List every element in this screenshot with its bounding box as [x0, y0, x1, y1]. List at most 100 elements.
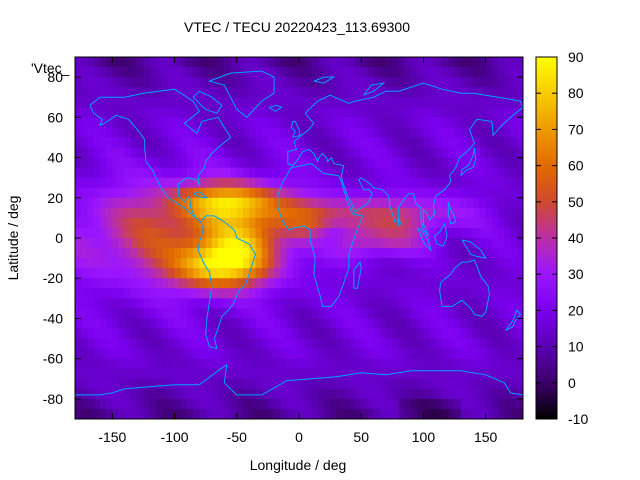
heatmap-cell [211, 117, 219, 128]
heatmap-cell [112, 268, 119, 279]
heatmap-cell [286, 117, 294, 128]
heatmap-cell [168, 137, 175, 148]
heatmap-cell [112, 77, 119, 88]
heatmap-cell [261, 408, 269, 420]
heatmap-cell [93, 298, 101, 309]
heatmap-cell [311, 67, 319, 78]
heatmap-cell [292, 97, 300, 108]
heatmap-cell [255, 97, 263, 108]
heatmap-cell [137, 197, 144, 209]
heatmap-cell [75, 398, 82, 410]
heatmap-cell [305, 57, 312, 68]
heatmap-cell [417, 278, 424, 289]
heatmap-cell [305, 77, 312, 88]
heatmap-cell [491, 137, 499, 148]
heatmap-cell [435, 67, 443, 78]
heatmap-cell [404, 388, 412, 400]
heatmap-cell [168, 167, 175, 179]
heatmap-cell [211, 137, 219, 148]
heatmap-cell [404, 248, 412, 259]
heatmap-cell [155, 77, 163, 88]
heatmap-cell [491, 288, 499, 299]
heatmap-cell [473, 107, 480, 118]
heatmap-cell [124, 248, 132, 259]
heatmap-cell [435, 197, 443, 209]
heatmap-cell [230, 308, 238, 319]
heatmap-cell [473, 187, 480, 199]
heatmap-cell [448, 67, 455, 78]
heatmap-cell [286, 57, 294, 68]
heatmap-cell [274, 187, 281, 199]
heatmap-cell [249, 157, 256, 169]
heatmap-cell [386, 227, 393, 239]
heatmap-cell [193, 87, 200, 98]
heatmap-cell [118, 77, 126, 88]
heatmap-cell [516, 147, 524, 158]
heatmap-cell [267, 217, 275, 229]
heatmap-cell [236, 167, 244, 179]
heatmap-cell [124, 167, 132, 179]
heatmap-cell [355, 117, 362, 128]
heatmap-cell [367, 268, 375, 279]
heatmap-cell [504, 167, 511, 179]
heatmap-cell [498, 127, 505, 138]
heatmap-cell [479, 187, 487, 199]
heatmap-cell [149, 97, 157, 108]
heatmap-cell [435, 328, 443, 339]
heatmap-cell [286, 328, 294, 339]
colorbar-tick-label: 20 [568, 302, 584, 318]
heatmap-cell [305, 368, 312, 380]
heatmap-cell [199, 378, 207, 390]
heatmap-cell [255, 348, 263, 360]
heatmap-cell [435, 358, 443, 370]
heatmap-cell [323, 328, 331, 339]
heatmap-cell [498, 107, 505, 118]
heatmap-cell [448, 388, 455, 400]
heatmap-cell [155, 388, 163, 400]
heatmap-cell [162, 127, 169, 138]
heatmap-cell [467, 278, 474, 289]
heatmap-cell [498, 217, 505, 229]
heatmap-cell [106, 217, 113, 229]
heatmap-cell [224, 358, 231, 370]
heatmap-cell [193, 77, 200, 88]
heatmap-cell [75, 258, 82, 269]
heatmap-cell [280, 197, 287, 209]
heatmap-cell [379, 348, 387, 360]
heatmap-cell [485, 378, 493, 390]
heatmap-cell [311, 217, 319, 229]
heatmap-cell [398, 358, 406, 370]
heatmap-cell [342, 278, 350, 289]
heatmap-cell [348, 298, 356, 309]
heatmap-cell [423, 57, 431, 68]
heatmap-cell [498, 288, 505, 299]
heatmap-cell [448, 358, 455, 370]
heatmap-cell [442, 358, 449, 370]
heatmap-cell [168, 248, 175, 259]
heatmap-cell [510, 398, 518, 410]
heatmap-cell [323, 57, 331, 68]
heatmap-cell [99, 217, 107, 229]
heatmap-cell [342, 177, 350, 189]
heatmap-cell [243, 368, 250, 380]
heatmap-cell [367, 67, 375, 78]
heatmap-cell [355, 338, 362, 350]
heatmap-cell [168, 157, 175, 169]
heatmap-cell [330, 177, 337, 189]
heatmap-cell [236, 197, 244, 209]
heatmap-cell [255, 258, 263, 269]
heatmap-cell [230, 97, 238, 108]
heatmap-cell [311, 338, 319, 350]
heatmap-cell [323, 368, 331, 380]
heatmap-cell [485, 268, 493, 279]
heatmap-cell [112, 348, 119, 360]
heatmap-cell [124, 408, 132, 420]
heatmap-cell [373, 358, 381, 370]
heatmap-cell [224, 207, 231, 219]
heatmap-cell [336, 167, 343, 179]
heatmap-cell [442, 308, 449, 319]
heatmap-cell [435, 248, 443, 259]
heatmap-cell [510, 67, 518, 78]
heatmap-cell [267, 147, 275, 158]
heatmap-cell [118, 338, 126, 350]
